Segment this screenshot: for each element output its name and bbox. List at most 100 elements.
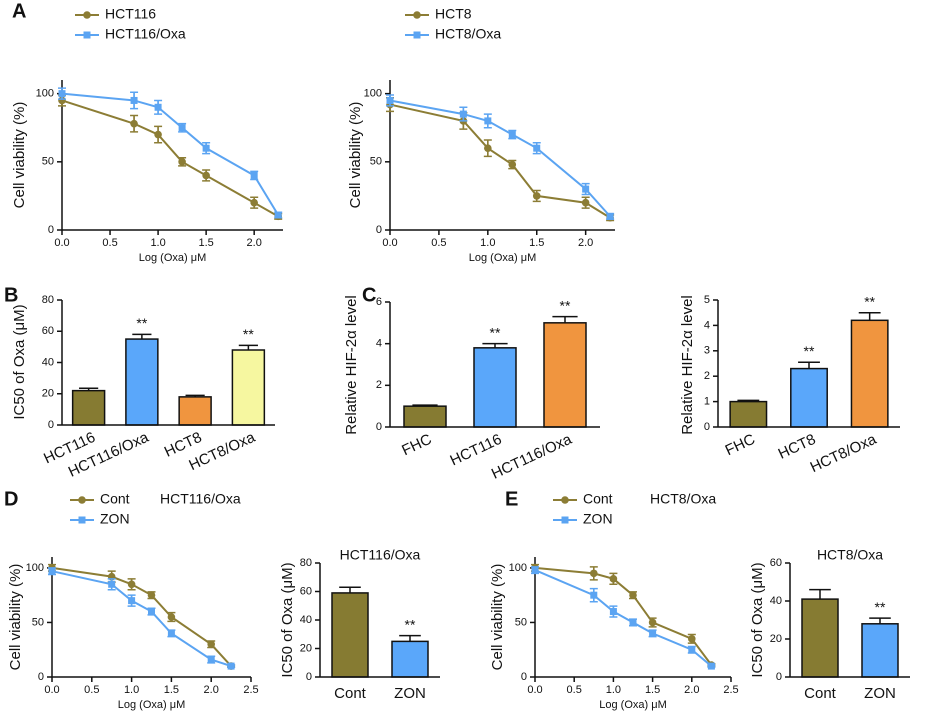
x-axis-label: Log (Oxa) μM — [139, 252, 206, 264]
y-axis-label: Relative HIF-2α level — [343, 295, 360, 435]
marker — [648, 618, 657, 627]
y-tick-label: 100 — [364, 88, 382, 100]
significance: ** — [405, 616, 416, 632]
marker — [649, 629, 657, 637]
y-tick-label: 0 — [376, 224, 382, 236]
legend-label: HCT116 — [105, 6, 156, 22]
x-tick-label: Cont — [334, 685, 367, 702]
legend-marker — [561, 516, 569, 524]
significance: ** — [243, 326, 254, 342]
marker — [250, 198, 258, 207]
panel-label: E — [505, 488, 518, 510]
marker — [227, 662, 235, 670]
legend-label: Cont — [583, 491, 613, 507]
x-tick-label: 1.0 — [606, 684, 621, 696]
x-tick-label: FHC — [399, 431, 434, 460]
marker — [532, 192, 541, 200]
error-bar — [339, 586, 361, 593]
significance: ** — [560, 297, 571, 313]
x-tick-label: 0.0 — [382, 237, 397, 249]
marker — [508, 160, 517, 169]
y-tick-label: 20 — [770, 633, 782, 645]
marker — [178, 158, 186, 166]
bar — [850, 319, 889, 428]
significance: ** — [864, 293, 875, 309]
y-axis-label: Cell viability (%) — [7, 564, 24, 671]
marker — [48, 567, 56, 575]
x-tick-label: HCT8/Oxa — [808, 431, 880, 477]
x-tick-label: 2.0 — [247, 237, 262, 249]
y-tick-label: 60 — [300, 585, 312, 597]
x-tick-label: 1.5 — [164, 684, 179, 696]
x-tick-label: 1.0 — [150, 237, 165, 249]
bar — [71, 389, 106, 426]
y-tick-label: 100 — [509, 562, 527, 574]
y-tick-label: 0 — [776, 671, 782, 683]
marker — [688, 646, 696, 654]
x-tick-label: 1.5 — [198, 237, 213, 249]
marker — [130, 96, 138, 104]
error-bar — [132, 333, 152, 340]
x-axis-label: Log (Oxa) μM — [599, 699, 666, 711]
marker — [508, 131, 516, 139]
error-bar — [552, 315, 578, 323]
marker — [629, 591, 637, 599]
x-tick-label: 2.0 — [684, 684, 699, 696]
x-tick-label: 2.5 — [723, 684, 738, 696]
y-tick-label: 4 — [704, 319, 710, 331]
legend-marker — [78, 516, 86, 524]
x-tick-label: 0.5 — [84, 684, 99, 696]
marker — [154, 130, 162, 139]
marker — [606, 212, 614, 220]
bar — [125, 338, 159, 426]
series-line — [389, 99, 611, 218]
panel-title: HCT8/Oxa — [817, 547, 883, 563]
marker — [178, 124, 186, 132]
marker — [688, 635, 696, 643]
marker — [58, 90, 66, 98]
bar — [790, 367, 828, 428]
panel-title: HCT116/Oxa — [160, 491, 241, 507]
legend-label: HCT8/Oxa — [435, 26, 501, 42]
panel-title: HCT8/Oxa — [650, 491, 716, 507]
series-line — [534, 569, 713, 667]
y-tick-label: 0 — [704, 421, 710, 433]
marker — [531, 566, 539, 574]
marker — [590, 591, 598, 599]
panel-label: B — [4, 284, 18, 306]
bar — [178, 396, 212, 426]
y-tick-label: 2 — [704, 370, 710, 382]
y-axis-label: Relative HIF-2α level — [679, 295, 696, 435]
marker — [202, 144, 210, 152]
bar — [231, 349, 266, 426]
significance: ** — [875, 599, 886, 615]
marker — [629, 618, 637, 626]
y-tick-label: 0 — [306, 671, 312, 683]
error-bar — [798, 361, 820, 369]
y-axis-label: Cell viability (%) — [347, 102, 364, 209]
x-tick-label: 0.5 — [567, 684, 582, 696]
y-tick-label: 0 — [48, 224, 54, 236]
legend-marker — [78, 496, 86, 504]
x-tick-label: 1.5 — [529, 237, 544, 249]
panel-label: A — [12, 0, 26, 22]
x-tick-label: 2.0 — [204, 684, 219, 696]
x-tick-label: FHC — [723, 431, 758, 460]
marker — [207, 640, 215, 649]
y-tick-label: 100 — [36, 88, 54, 100]
y-tick-label: 0 — [38, 671, 44, 683]
x-tick-label: 0.0 — [44, 684, 59, 696]
y-tick-label: 3 — [704, 345, 710, 357]
marker — [609, 608, 617, 616]
marker — [582, 185, 590, 193]
marker — [459, 110, 467, 118]
x-tick-label: 0.0 — [54, 237, 69, 249]
marker — [207, 656, 215, 664]
y-axis-label: IC50 of Oxa (μM) — [279, 562, 296, 677]
y-axis-label: IC50 of Oxa (μM) — [749, 562, 766, 677]
marker — [147, 591, 156, 599]
x-tick-label: 1.5 — [645, 684, 660, 696]
y-tick-label: 50 — [370, 156, 382, 168]
x-tick-label: Cont — [804, 685, 837, 702]
